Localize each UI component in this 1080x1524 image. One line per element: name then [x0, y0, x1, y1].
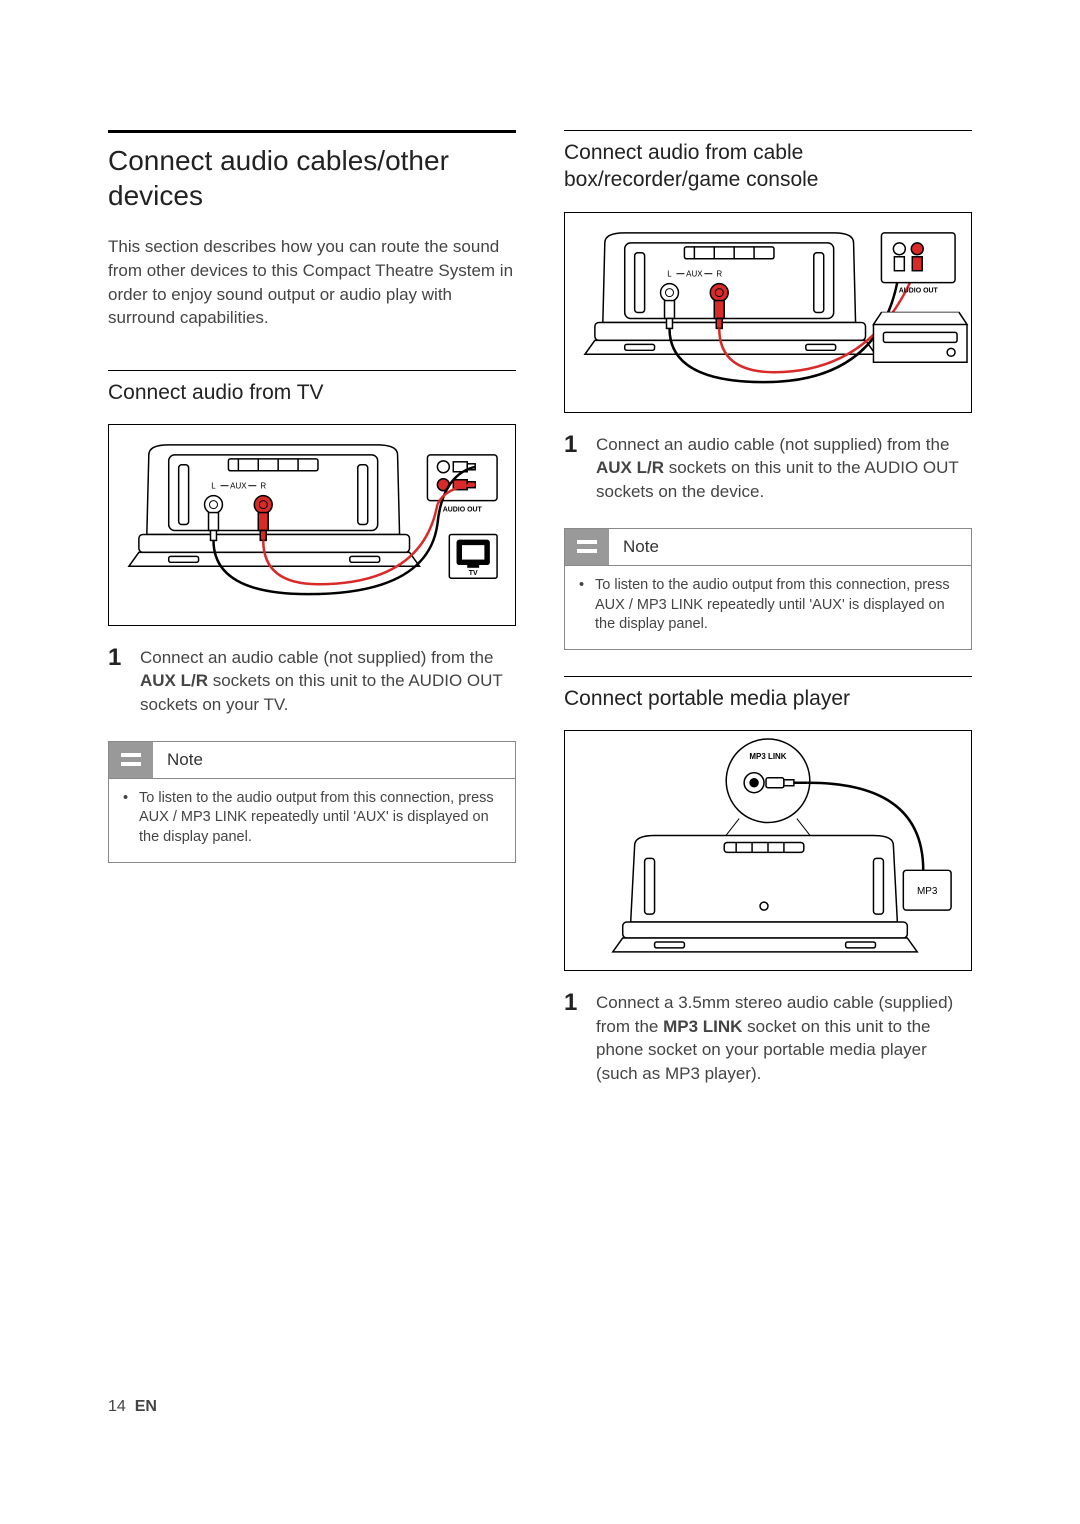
note-title: Note: [153, 742, 217, 778]
step-text: Connect an audio cable (not supplied) fr…: [596, 433, 972, 504]
svg-text:MP3 LINK: MP3 LINK: [749, 752, 786, 761]
note-body: • To listen to the audio output from thi…: [565, 566, 971, 649]
svg-text:R: R: [260, 482, 266, 491]
diagram-connect-tv: L AUX R: [108, 424, 516, 625]
svg-text:L: L: [211, 482, 216, 491]
step-number: 1: [564, 991, 582, 1086]
note-box-tv: Note • To listen to the audio output fro…: [108, 741, 516, 863]
step-1-cablebox: 1 Connect an audio cable (not supplied) …: [564, 433, 972, 504]
subheading-tv: Connect audio from TV: [108, 379, 516, 406]
note-body: • To listen to the audio output from thi…: [109, 779, 515, 862]
subheading-rule: [564, 130, 972, 131]
left-column: Connect audio cables/other devices This …: [108, 130, 516, 1104]
svg-text:TV: TV: [469, 571, 478, 578]
svg-text:R: R: [716, 269, 722, 278]
diagram-connect-cablebox: L AUX R: [564, 212, 972, 413]
diagram-connect-mp3: MP3 LINK: [564, 730, 972, 971]
note-title: Note: [609, 529, 673, 565]
step-number: 1: [564, 433, 582, 504]
svg-text:AUDIO OUT: AUDIO OUT: [443, 507, 483, 514]
heading-rule: [108, 130, 516, 133]
subheading-rule: [564, 676, 972, 677]
subheading-rule: [108, 370, 516, 371]
step-number: 1: [108, 646, 126, 717]
note-icon: [109, 742, 153, 778]
svg-text:MP3: MP3: [917, 886, 938, 897]
note-icon: [565, 529, 609, 565]
svg-text:AUDIO OUT: AUDIO OUT: [899, 287, 939, 294]
step-text: Connect an audio cable (not supplied) fr…: [140, 646, 516, 717]
section-heading: Connect audio cables/other devices: [108, 143, 516, 213]
svg-text:L: L: [667, 269, 672, 278]
right-column: Connect audio from cable box/recorder/ga…: [564, 130, 972, 1104]
step-1-mp3: 1 Connect a 3.5mm stereo audio cable (su…: [564, 991, 972, 1086]
subheading-mp3: Connect portable media player: [564, 685, 972, 712]
step-text: Connect a 3.5mm stereo audio cable (supp…: [596, 991, 972, 1086]
intro-paragraph: This section describes how you can route…: [108, 235, 516, 330]
svg-text:AUX: AUX: [686, 269, 703, 278]
note-box-cablebox: Note • To listen to the audio output fro…: [564, 528, 972, 650]
svg-text:AUX: AUX: [230, 482, 247, 491]
step-1-tv: 1 Connect an audio cable (not supplied) …: [108, 646, 516, 717]
subheading-cablebox: Connect audio from cable box/recorder/ga…: [564, 139, 972, 194]
page-footer: 14 EN: [108, 1398, 157, 1416]
